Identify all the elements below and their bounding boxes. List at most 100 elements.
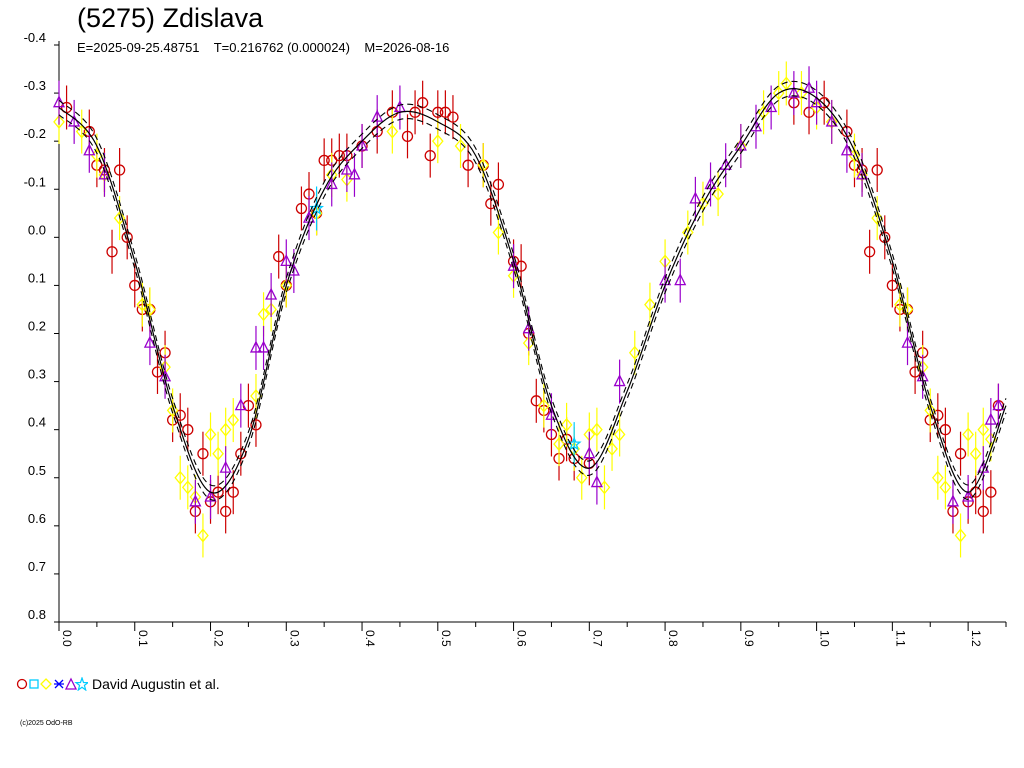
data-point-diamond — [492, 225, 505, 240]
data-point-diamond — [431, 134, 444, 149]
y-tick-label: 0.0 — [28, 222, 46, 237]
data-point-diamond — [113, 211, 126, 226]
data-point-triangle — [355, 138, 369, 151]
x-tick-label: 0.9 — [742, 630, 756, 647]
data-point-circle — [106, 246, 118, 258]
data-point-triangle — [257, 340, 270, 353]
chart-title: (5275) Zdislava — [77, 3, 264, 33]
data-point-triangle — [613, 374, 626, 387]
data-point-diamond — [969, 446, 982, 461]
data-point-circle — [121, 231, 133, 243]
data-point-triangle — [962, 489, 975, 502]
data-point-diamond — [871, 211, 884, 226]
data-point-diamond — [560, 417, 573, 432]
y-tick-label: 0.4 — [28, 415, 46, 430]
data-point-diamond — [53, 114, 65, 129]
x-tick-label: 0.0 — [60, 630, 74, 647]
data-point-triangle — [83, 143, 96, 156]
data-point-triangle — [810, 95, 823, 108]
data-point-triangle — [265, 287, 278, 300]
data-point-circle — [954, 448, 967, 460]
data-point-triangle — [583, 446, 596, 459]
data-point-diamond — [591, 422, 603, 437]
data-point-triangle — [204, 489, 217, 502]
legend-label: David Augustin et al. — [92, 676, 220, 692]
y-tick-label: 0.1 — [28, 270, 46, 285]
x-tick-label: 1.0 — [818, 630, 832, 647]
data-point-triangle — [371, 109, 384, 122]
data-point-triangle — [249, 340, 263, 353]
data-point-diamond — [977, 422, 990, 437]
y-tick-label: 0.8 — [28, 607, 46, 622]
data-point-triangle — [280, 253, 293, 267]
y-tick-label: -0.4 — [24, 30, 46, 45]
data-point-triangle — [734, 138, 747, 151]
x-tick-label: 0.4 — [363, 630, 377, 647]
y-tick-label: 0.3 — [28, 367, 46, 382]
data-point-diamond — [219, 422, 232, 437]
copyright: (c)2025 OdO-RB — [20, 720, 73, 727]
fit-curve-main — [58, 87, 1007, 494]
data-point-diamond — [174, 470, 187, 485]
y-tick-label: 0.5 — [28, 463, 46, 478]
data-point-diamond — [181, 480, 194, 495]
data-point-circle — [970, 486, 982, 498]
legend: David Augustin et al. — [16, 674, 220, 694]
data-point-circle — [333, 149, 345, 162]
data-point-diamond — [931, 470, 944, 485]
data-point-circle — [492, 178, 505, 191]
data-point-diamond — [212, 446, 224, 461]
data-point-circle — [197, 448, 209, 460]
data-point-circle — [250, 419, 262, 431]
data-point-diamond — [538, 398, 550, 413]
data-point-diamond — [939, 480, 952, 495]
fit-curve — [58, 80, 1007, 501]
data-points — [52, 61, 1005, 558]
data-point-triangle — [507, 258, 520, 271]
data-point-triangle — [984, 412, 997, 425]
x-tick-label: 0.7 — [590, 630, 604, 647]
data-point-circle — [985, 486, 997, 498]
data-point-triangle — [674, 273, 687, 286]
data-point-diamond — [613, 427, 626, 442]
data-point-diamond — [924, 403, 937, 418]
data-point-triangle — [901, 335, 914, 348]
data-point-triangle — [992, 398, 1005, 411]
data-point-triangle — [689, 191, 702, 204]
data-point-diamond — [606, 441, 618, 456]
data-point-diamond — [962, 427, 974, 442]
data-point-diamond — [985, 432, 997, 447]
data-point-triangle — [234, 398, 247, 411]
data-point-diamond — [204, 427, 217, 442]
y-tick-label: -0.2 — [24, 126, 46, 141]
x-tick-label: 0.8 — [666, 630, 680, 647]
data-point-circle — [212, 486, 224, 498]
data-point-diamond — [197, 528, 209, 543]
data-point-circle — [886, 279, 899, 292]
data-point-triangle — [143, 335, 156, 348]
data-point-triangle — [946, 494, 960, 507]
x-tick-label: 1.1 — [893, 630, 907, 647]
data-point-triangle — [340, 162, 353, 175]
x-tick-label: 0.1 — [136, 630, 150, 647]
data-point-circle — [227, 486, 239, 498]
y-tick-label: -0.1 — [24, 174, 46, 189]
data-point-circle — [401, 130, 414, 143]
data-point-triangle — [189, 494, 202, 507]
y-tick-label: -0.3 — [24, 78, 46, 93]
data-point-circle — [182, 424, 194, 436]
y-tick-label: 0.6 — [28, 511, 46, 526]
data-point-diamond — [454, 138, 467, 153]
data-point-triangle — [765, 100, 778, 113]
data-point-circle — [273, 250, 285, 263]
data-point-diamond — [712, 187, 724, 202]
data-point-circle — [424, 149, 436, 162]
data-point-circle — [871, 164, 883, 176]
data-point-triangle — [704, 176, 717, 190]
data-point-triangle — [219, 460, 232, 473]
legend-markers-icon — [16, 677, 88, 691]
data-point-triangle — [325, 176, 338, 190]
x-tick-label: 1.2 — [969, 630, 983, 647]
data-point-diamond — [628, 345, 641, 360]
data-point-triangle — [856, 167, 869, 180]
